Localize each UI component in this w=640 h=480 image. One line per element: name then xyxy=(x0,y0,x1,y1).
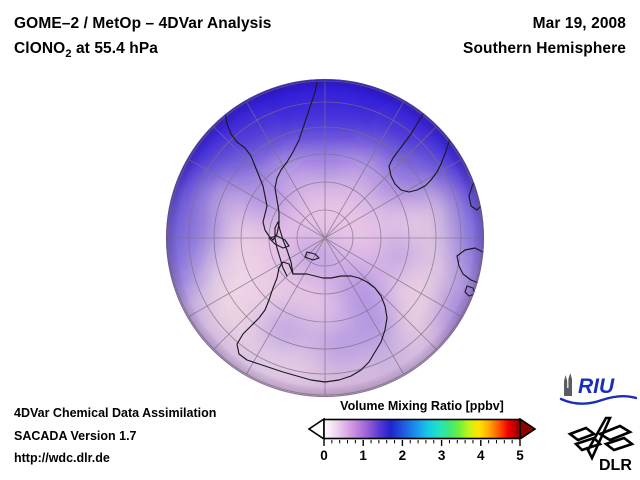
species-subscript: 2 xyxy=(65,48,72,60)
dlr-mark-icon xyxy=(567,416,635,462)
colorbar-tick-label-3: 3 xyxy=(437,448,446,463)
species-prefix: ClONO xyxy=(14,40,66,57)
hemisphere-label: Southern Hemisphere xyxy=(463,40,626,57)
credit-line-1: 4DVar Chemical Data Assimilation xyxy=(14,406,217,420)
page-title: GOME–2 / MetOp – 4DVar Analysis xyxy=(14,15,272,32)
riu-wordmark: RIU xyxy=(578,375,615,398)
species-line: ClONO2 at 55.4 hPa xyxy=(14,36,414,67)
dlr-logo: DLR xyxy=(566,414,636,476)
orthographic-projection-svg xyxy=(165,78,485,398)
colorbar-tick-label-4: 4 xyxy=(477,448,485,463)
footer-credits: 4DVar Chemical Data Assimilation SACADA … xyxy=(14,402,216,470)
riu-logo-svg: RIU xyxy=(559,373,638,405)
analysis-date: Mar 19, 2008 xyxy=(532,15,626,32)
header-right: Mar 19, 2008 Southern Hemisphere xyxy=(326,11,626,61)
colorbar-tick-label-1: 1 xyxy=(359,448,367,463)
colorbar-gradient xyxy=(307,418,537,440)
globe-outline xyxy=(165,78,485,398)
colorbar: Volume Mixing Ratio [ppbv] xyxy=(306,399,538,466)
species-suffix: at 55.4 hPa xyxy=(71,40,159,57)
globe-map xyxy=(165,78,485,398)
colorbar-right-cap-arrow-icon xyxy=(519,418,537,440)
dlr-wordmark: DLR xyxy=(599,457,632,474)
colorbar-title: Volume Mixing Ratio [ppbv] xyxy=(340,399,504,413)
colorbar-tick-labels: 0 1 2 3 4 5 xyxy=(306,448,538,466)
cathedral-towers-icon xyxy=(564,373,572,396)
header-left: GOME–2 / MetOp – 4DVar Analysis ClONO2 a… xyxy=(14,11,414,67)
riu-wave-icon xyxy=(559,395,638,405)
credit-line-2: SACADA Version 1.7 xyxy=(14,428,137,443)
dlr-logo-svg: DLR xyxy=(567,416,635,474)
colorbar-tick-label-5: 5 xyxy=(516,448,524,463)
colorbar-tick-label-2: 2 xyxy=(398,448,407,463)
colorbar-left-cap-arrow-icon xyxy=(307,418,325,440)
riu-logo: RIU xyxy=(558,372,638,406)
credit-line-url: http://wdc.dlr.de xyxy=(14,451,110,465)
colorbar-ticks xyxy=(323,440,521,446)
colorbar-tick-label-0: 0 xyxy=(320,448,328,463)
